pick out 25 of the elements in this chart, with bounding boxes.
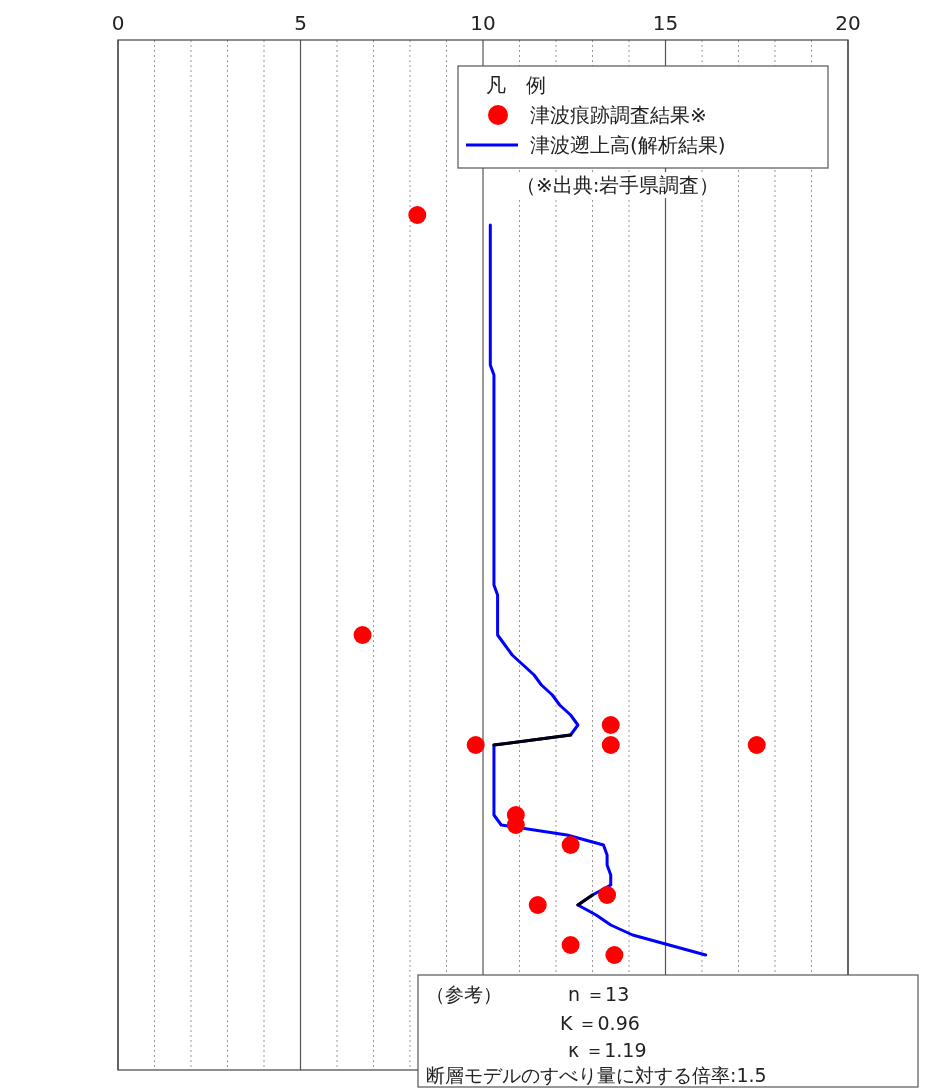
legend-label: 津波遡上高(解析結果) [530,133,726,157]
legend-title: 凡 例 [486,73,546,97]
x-tick-label: 15 [652,11,679,35]
annotation: n ＝13 [568,983,630,1005]
point [561,836,580,854]
x-tick-label: 20 [835,11,861,35]
point [601,716,620,734]
point [353,626,372,644]
point [598,886,617,904]
annotation: （※出典:岩手県調査） [516,173,720,197]
point [466,736,485,754]
point [601,736,620,754]
annotation: （参考） [426,983,502,1005]
point [408,206,427,224]
x-tick-label: 10 [470,11,496,35]
x-tick-label: 5 [294,11,307,35]
annotation: κ ＝1.19 [568,1039,647,1061]
point [528,896,547,914]
x-tick-label: 0 [111,11,125,35]
point [605,946,624,964]
point [561,936,580,954]
annotation: 断層モデルのすべり量に対する倍率:1.5 [426,1064,767,1086]
point [747,736,766,754]
annotation: K ＝0.96 [560,1012,640,1034]
legend-label: 津波痕跡調査結果※ [530,103,707,127]
